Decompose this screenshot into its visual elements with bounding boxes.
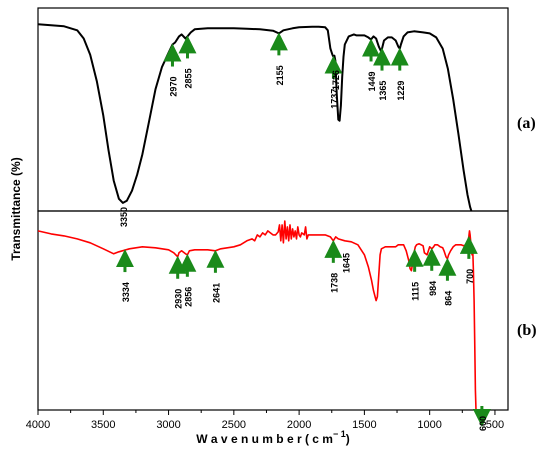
peak-label: 1229 — [396, 81, 406, 101]
x-tick-label-2000: 2000 — [287, 419, 311, 431]
x-axis-title-main: W a v e n u m b e r ( c m — [196, 432, 333, 446]
panel-b-frame — [37, 210, 509, 411]
x-axis-title: W a v e n u m b e r ( c m− 1) — [196, 429, 349, 446]
x-axis-title-superscript: − 1 — [333, 429, 346, 439]
x-tick-label-3000: 3000 — [156, 419, 180, 431]
y-axis-title: Transmittance (%) — [9, 157, 23, 260]
x-tick-label-1500: 1500 — [352, 419, 376, 431]
peak-label: 3334 — [121, 282, 131, 302]
peak-label: 2855 — [183, 68, 193, 88]
spectrum-line-a — [37, 23, 473, 212]
spectra — [37, 23, 477, 411]
peak-label: 2970 — [168, 77, 178, 97]
spectrum-line-b — [37, 220, 477, 411]
peak-annotations: 2970 2855 2155 1737 1449 1365 1229 3350 1726 3334… — [115, 32, 491, 431]
peak-label: 1115 — [411, 282, 421, 301]
peak-label: 2930 — [174, 289, 184, 309]
peak-label: 1738 — [329, 273, 339, 293]
peak-value-label: 1645 — [341, 253, 351, 273]
peak-label: 700 — [465, 269, 475, 284]
peak-label: 1449 — [367, 71, 377, 91]
peak-label: 864 — [443, 291, 453, 306]
x-tick-label-3500: 3500 — [91, 419, 115, 431]
x-axis-ticks — [37, 410, 496, 415]
x-tick-label-2500: 2500 — [222, 419, 246, 431]
x-tick-label-4000: 4000 — [26, 419, 50, 431]
x-axis-title-close: ) — [346, 432, 350, 446]
peak-label: 1365 — [378, 81, 388, 101]
x-tick-label-1000: 1000 — [417, 419, 441, 431]
peak-label: 2641 — [211, 283, 221, 303]
peak-label: 984 — [428, 281, 438, 296]
peak-label: 2856 — [183, 287, 193, 307]
peak-label: 600 — [478, 416, 488, 431]
peak-label: 1737 — [329, 89, 339, 109]
peak-label: 2155 — [275, 65, 285, 85]
panel-b-tag: (b) — [517, 322, 537, 339]
x-axis-tick-labels: 4000 3500 3000 2500 2000 1500 1000 500 — [26, 419, 504, 431]
panel-a-tag: (a) — [517, 115, 536, 132]
peak-value-label: 1726 — [331, 70, 341, 90]
x-tick-label-500: 500 — [486, 419, 504, 431]
peak-value-label: 3350 — [119, 207, 129, 227]
